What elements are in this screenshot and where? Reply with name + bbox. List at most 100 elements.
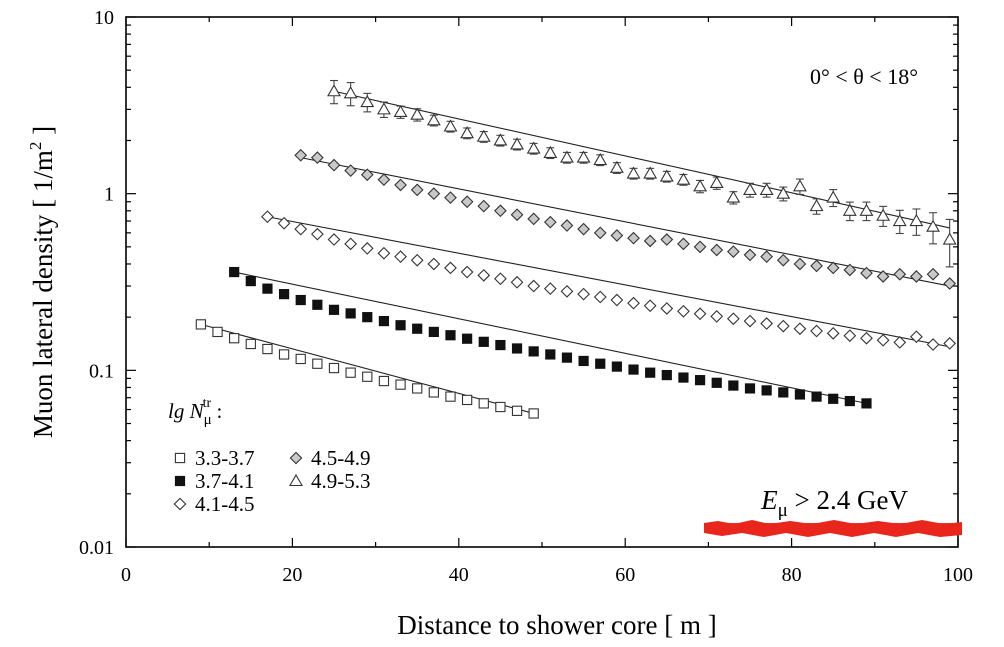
data-point-4-9-5-3: [676, 172, 691, 185]
data-point-3-3-3-7: [328, 362, 340, 374]
legend-marker-4-5-4-9: [289, 451, 303, 465]
data-point-4-1-4-5: [360, 242, 374, 255]
data-point-3-7-4-1: [312, 299, 323, 310]
data-point-3-7-4-1: [262, 283, 273, 294]
data-point-4-5-4-9: [527, 212, 541, 226]
data-point-4-1-4-5: [410, 253, 424, 267]
legend-title-sub: μ: [204, 412, 212, 428]
data-point-4-9-5-3: [876, 208, 891, 221]
data-point-4-5-4-9: [843, 263, 857, 277]
data-point-4-1-4-5: [494, 272, 507, 286]
data-point-3-3-3-7: [395, 379, 406, 390]
data-point-4-1-4-5: [344, 237, 358, 251]
data-point-3-3-3-7: [345, 367, 356, 378]
data-point-4-1-4-5: [643, 299, 657, 313]
data-point-3-3-3-7: [378, 375, 390, 387]
angle-range-annotation: 0° < θ < 18°: [810, 64, 918, 89]
data-point-4-1-4-5: [776, 319, 790, 333]
data-point-3-3-3-7: [278, 349, 290, 360]
data-point-4-9-5-3: [376, 102, 391, 115]
data-point-3-3-3-7: [412, 383, 423, 394]
fit-line-4-1-4-5: [267, 216, 950, 348]
data-point-4-9-5-3: [826, 190, 841, 203]
x-tick-label: 80: [782, 564, 802, 586]
data-point-3-3-3-7: [362, 371, 373, 382]
data-point-4-1-4-5: [277, 216, 291, 230]
data-point-3-3-3-7: [295, 353, 306, 365]
data-point-4-1-4-5: [527, 279, 541, 293]
legend-marker-4-9-5-3: [289, 473, 303, 487]
y-tick-label: 10: [94, 7, 114, 29]
data-point-4-9-5-3: [859, 203, 874, 216]
legend-label-4-5-4-9: 4.5-4.9: [311, 446, 371, 470]
data-point-4-5-4-9: [693, 240, 707, 254]
data-point-4-1-4-5: [893, 335, 907, 349]
data-point-3-7-4-1: [478, 336, 489, 347]
data-point-3-7-4-1: [794, 389, 806, 400]
data-point-3-7-4-1: [844, 395, 855, 407]
data-point-4-9-5-3: [759, 182, 774, 195]
data-point-4-1-4-5: [726, 312, 740, 326]
data-point-3-7-4-1: [811, 391, 822, 402]
data-point-4-5-4-9: [826, 261, 840, 275]
data-point-4-9-5-3: [576, 150, 591, 163]
data-point-4-9-5-3: [560, 150, 574, 163]
data-point-3-7-4-1: [645, 367, 656, 378]
data-point-4-5-4-9: [394, 178, 407, 192]
data-point-4-9-5-3: [659, 169, 674, 182]
data-point-3-7-4-1: [561, 352, 573, 363]
data-points: [195, 84, 957, 419]
data-point-4-9-5-3: [792, 179, 807, 192]
x-tick-label: 100: [943, 564, 973, 586]
data-point-4-5-4-9: [560, 219, 574, 232]
data-point-4-5-4-9: [377, 173, 391, 187]
data-point-3-7-4-1: [412, 323, 423, 334]
energy-rest: > 2.4 GeV: [788, 485, 909, 515]
data-point-4-5-4-9: [310, 151, 324, 164]
data-point-3-3-3-7: [195, 319, 207, 330]
data-point-3-7-4-1: [345, 308, 356, 319]
data-point-3-7-4-1: [445, 330, 456, 341]
data-point-4-9-5-3: [476, 129, 491, 142]
data-point-4-5-4-9: [477, 199, 491, 213]
data-point-3-3-3-7: [428, 387, 439, 398]
legend-title-sup: tr: [203, 396, 212, 411]
data-point-3-7-4-1: [861, 398, 872, 409]
data-point-4-5-4-9: [577, 222, 590, 236]
fit-line-3-7-4-1: [234, 271, 867, 404]
data-point-3-7-4-1: [362, 312, 373, 323]
data-point-4-9-5-3: [410, 107, 425, 120]
y-tick-label: 1: [104, 184, 114, 206]
data-point-4-9-5-3: [643, 166, 658, 179]
tick-labels: 0 20 40 60 80 100 0.01 0.1 1 10: [79, 7, 973, 586]
data-point-4-5-4-9: [893, 267, 907, 281]
data-point-4-1-4-5: [660, 302, 674, 315]
data-point-4-9-5-3: [327, 84, 341, 97]
data-point-3-7-4-1: [761, 385, 772, 396]
data-point-3-3-3-7: [229, 333, 240, 344]
data-point-4-5-4-9: [410, 183, 424, 197]
data-point-4-9-5-3: [510, 137, 524, 150]
data-point-3-7-4-1: [295, 294, 306, 306]
data-point-4-9-5-3: [709, 175, 724, 188]
data-point-3-7-4-1: [545, 349, 556, 360]
data-point-4-1-4-5: [693, 307, 707, 321]
data-point-3-7-4-1: [661, 369, 672, 381]
data-point-4-9-5-3: [543, 145, 558, 159]
data-point-3-7-4-1: [828, 393, 839, 404]
data-point-3-7-4-1: [744, 383, 756, 394]
data-point-4-9-5-3: [609, 160, 624, 173]
y-tick-label: 0.1: [89, 360, 114, 382]
data-point-4-5-4-9: [427, 187, 441, 201]
data-point-4-9-5-3: [526, 141, 541, 154]
data-point-4-9-5-3: [842, 203, 857, 216]
data-point-4-5-4-9: [910, 270, 923, 283]
data-point-3-7-4-1: [728, 380, 739, 391]
data-point-3-3-3-7: [445, 391, 456, 402]
data-point-4-5-4-9: [444, 191, 457, 204]
data-point-3-3-3-7: [495, 401, 506, 413]
data-point-3-3-3-7: [312, 358, 323, 369]
data-point-4-9-5-3: [460, 126, 475, 139]
data-point-4-1-4-5: [294, 222, 308, 236]
y-axis-title-tail: ]: [28, 126, 58, 142]
